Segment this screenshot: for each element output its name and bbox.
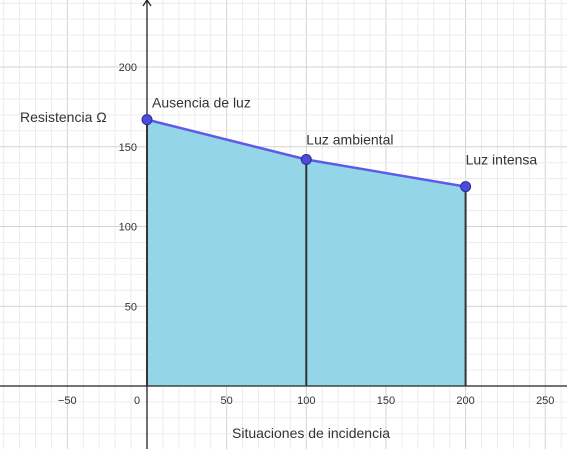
y-tick-label: 50: [125, 301, 137, 313]
x-tick-label: 200: [456, 395, 474, 407]
x-tick-label: 150: [377, 395, 395, 407]
y-tick-label: 150: [119, 142, 137, 154]
y-axis-label: Resistencia Ω: [20, 109, 107, 125]
data-point[interactable]: [300, 154, 312, 166]
x-tick-label: 100: [297, 395, 315, 407]
x-tick-label: 50: [221, 395, 233, 407]
x-tick-label: 250: [536, 395, 554, 407]
tick-labels: −50 0 50 100 150 200 250 50 100 150 200: [58, 62, 554, 407]
y-tick-label: 100: [119, 222, 137, 234]
point-label: Luz intensa: [466, 152, 538, 168]
y-tick-label: 200: [119, 62, 137, 74]
x-tick-label: 0: [134, 395, 140, 407]
y-axis-arrow-icon: [142, 0, 152, 7]
data-point[interactable]: [460, 181, 472, 193]
point-label: Ausencia de luz: [152, 95, 251, 111]
x-tick-label: −50: [58, 395, 77, 407]
data-marks: Ausencia de luz Luz ambiental Luz intensa: [141, 95, 538, 386]
point-label: Luz ambiental: [306, 132, 393, 148]
x-axis-label: Situaciones de incidencia: [232, 425, 390, 441]
data-point[interactable]: [141, 114, 153, 126]
